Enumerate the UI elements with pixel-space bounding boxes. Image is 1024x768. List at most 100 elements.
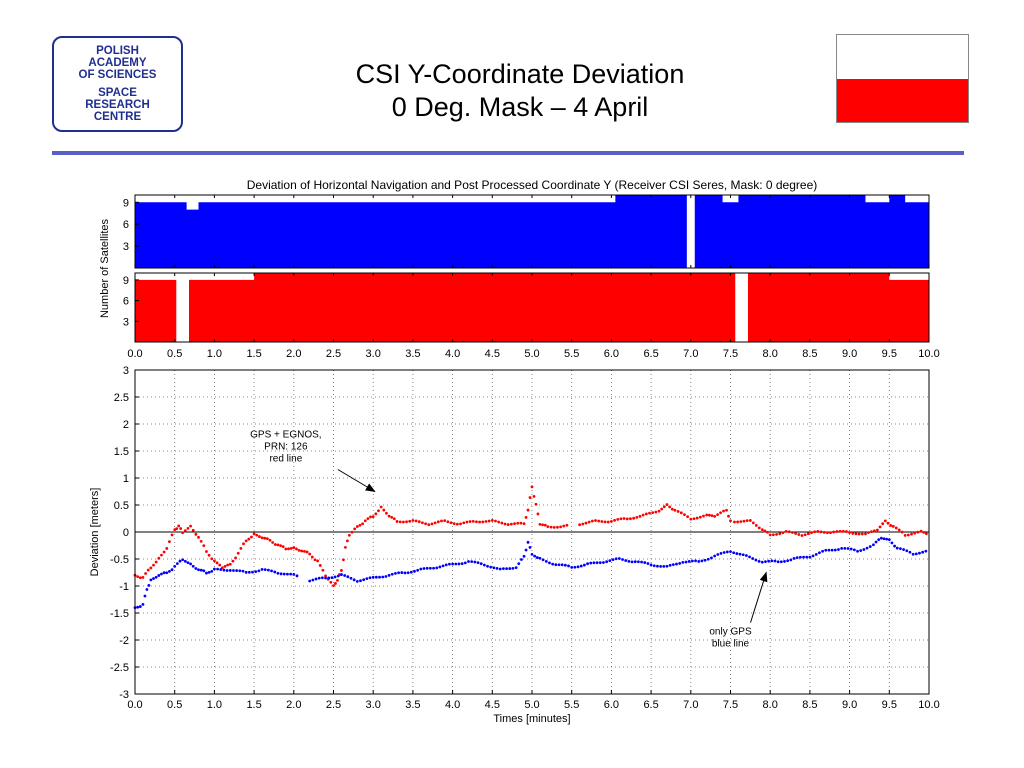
logo-line: CENTRE: [93, 111, 142, 123]
deviation-ytick-label: 1.5: [114, 446, 129, 458]
blue-deviation-point: [181, 558, 185, 562]
red-deviation-point: [771, 533, 775, 537]
blue-deviation-point: [598, 561, 602, 565]
satellite-xtick-label: 5.0: [524, 348, 539, 360]
red-deviation-point: [883, 519, 887, 523]
blue-deviation-point: [567, 564, 570, 568]
red-deviation-point: [745, 519, 749, 523]
annotation-0-line: red line: [269, 454, 302, 465]
red-deviation-point: [810, 531, 813, 535]
red-deviation-point: [910, 532, 913, 536]
blue-deviation-point: [611, 558, 615, 562]
red-deviation-point: [302, 550, 306, 553]
red-deviation-point: [395, 520, 399, 523]
blue-deviation-point: [432, 566, 435, 570]
deviation-xtick-label: 8.5: [802, 699, 817, 711]
red-satellite-panel-ytick-label: 6: [123, 296, 129, 308]
red-deviation-point: [433, 521, 437, 525]
blue-deviation-point: [659, 564, 663, 568]
red-deviation-point: [503, 522, 507, 526]
red-deviation-point: [900, 530, 904, 534]
blue-deviation-point: [495, 566, 499, 570]
red-deviation-point: [584, 521, 588, 525]
red-deviation-point: [342, 558, 345, 562]
red-deviation-point: [754, 523, 758, 527]
deviation-xtick-label: 2.5: [326, 699, 341, 711]
red-deviation-point: [287, 547, 290, 551]
blue-deviation-point: [633, 560, 637, 564]
blue-deviation-point: [403, 571, 407, 575]
blue-deviation-point: [643, 561, 647, 564]
red-deviation-point: [845, 530, 848, 533]
red-deviation-point: [452, 522, 456, 526]
red-deviation-point: [295, 547, 298, 551]
red-deviation-point: [689, 517, 693, 521]
blue-deviation-point: [535, 556, 539, 559]
red-deviation-point: [906, 533, 910, 537]
deviation-xtick-label: 3.5: [405, 699, 420, 711]
red-deviation-point: [916, 530, 920, 534]
red-deviation-point: [806, 532, 810, 536]
blue-deviation-point: [511, 566, 515, 570]
red-deviation-point: [257, 535, 261, 538]
red-deviation-point: [594, 519, 597, 522]
blue-deviation-point: [914, 552, 918, 556]
red-deviation-point: [168, 540, 171, 544]
blue-deviation-point: [397, 571, 401, 575]
blue-deviation-point: [560, 563, 564, 567]
blue-deviation-point: [887, 538, 891, 542]
red-deviation-point: [919, 529, 923, 533]
red-deviation-point: [250, 535, 253, 539]
red-deviation-point: [347, 533, 351, 537]
red-deviation-point: [336, 579, 339, 582]
red-deviation-point: [629, 517, 632, 521]
red-deviation-point: [157, 556, 161, 560]
red-deviation-point: [519, 521, 523, 525]
deviation-xtick-label: 3.0: [366, 699, 381, 711]
blue-deviation-point: [713, 554, 717, 558]
blue-deviation-point: [877, 538, 881, 542]
red-deviation-point: [239, 546, 243, 550]
blue-deviation-point: [514, 566, 518, 570]
red-deviation-point: [210, 557, 214, 561]
blue-deviation-point: [579, 564, 583, 568]
blue-deviation-point: [741, 553, 745, 557]
blue-deviation-point: [833, 548, 837, 552]
blue-deviation-point: [846, 547, 850, 550]
red-deviation-point: [318, 564, 322, 567]
blue-deviation-point: [197, 568, 200, 572]
blue-deviation-point: [528, 546, 532, 549]
blue-deviation-point: [795, 556, 799, 560]
red-deviation-point: [382, 508, 386, 512]
red-deviation-point: [787, 530, 791, 534]
red-deviation-point: [377, 509, 380, 513]
red-deviation-point: [625, 517, 629, 521]
blue-deviation-point: [895, 546, 899, 550]
blue-deviation-point: [830, 548, 834, 552]
red-deviation-point: [305, 550, 309, 554]
red-deviation-point: [490, 518, 494, 522]
blue-deviation-point: [324, 576, 327, 580]
blue-deviation-point: [216, 567, 219, 571]
red-deviation-point: [268, 538, 272, 542]
red-deviation-point: [289, 546, 293, 550]
blue-deviation-point: [502, 567, 505, 571]
red-deviation-point: [733, 520, 736, 524]
red-deviation-point: [739, 520, 743, 524]
red-deviation-point: [226, 563, 230, 567]
deviation-chart: Deviation of Horizontal Navigation and P…: [89, 178, 940, 725]
deviation-ytick-label: -1.5: [110, 608, 129, 620]
red-deviation-point: [284, 547, 288, 551]
blue-deviation-point: [463, 561, 467, 565]
blue-deviation-point: [725, 550, 729, 554]
red-deviation-point: [600, 520, 604, 523]
blue-deviation-series: [133, 536, 928, 609]
blue-deviation-point: [548, 561, 551, 565]
red-deviation-point: [778, 532, 782, 536]
red-deviation-point: [719, 511, 722, 515]
blue-deviation-point: [583, 563, 586, 567]
blue-deviation-point: [636, 560, 640, 564]
red-deviation-point: [565, 523, 569, 527]
blue-deviation-point: [257, 569, 261, 573]
blue-deviation-point: [489, 565, 493, 569]
